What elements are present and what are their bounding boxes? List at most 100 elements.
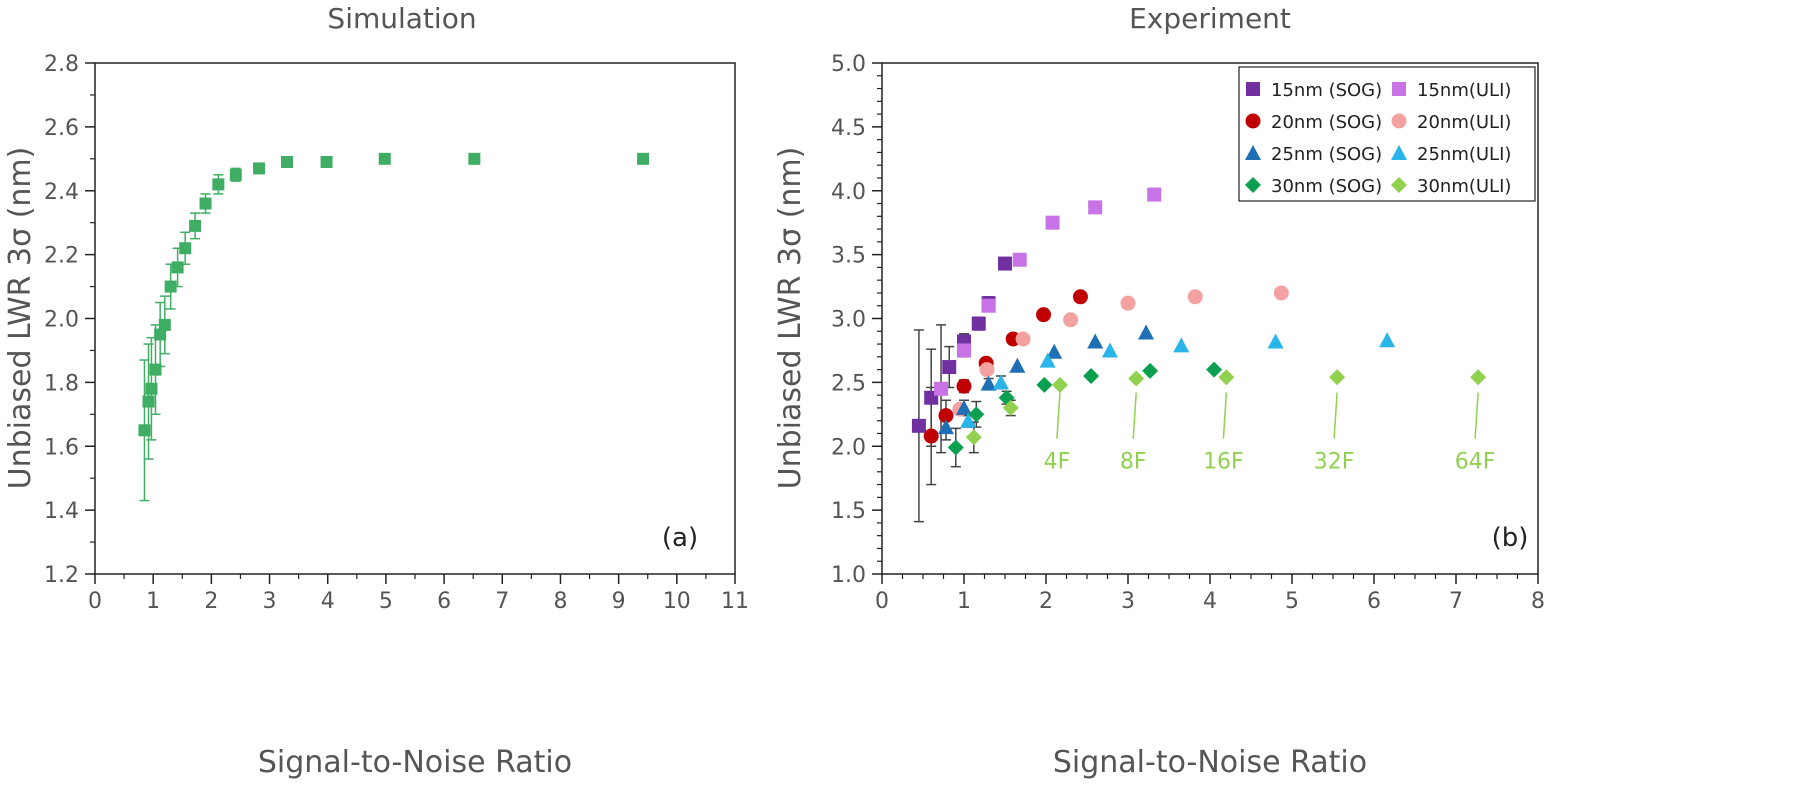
point-series-0-9 [189, 219, 202, 232]
x-tick-label-1-4: 4 [1203, 589, 1217, 614]
point-25nm-sog-0 [937, 419, 954, 435]
x-tick-label-0-3: 3 [263, 589, 277, 614]
point-25nm-uli-2 [1039, 352, 1056, 368]
y-tick-label-1-0: 1.0 [831, 563, 866, 588]
legend-marker-20nm-sog [1245, 113, 1261, 129]
point-series-0-2 [145, 382, 158, 395]
x-tick-label-1-2: 2 [1039, 589, 1053, 614]
point-20nm-uli-3 [1063, 312, 1079, 328]
panel-a-ylabel: Unbiased LWR 3σ (nm) [3, 147, 38, 490]
point-25nm-sog-5 [1087, 333, 1104, 349]
x-tick-label-0-4: 4 [321, 589, 335, 614]
point-series-0-13 [253, 162, 266, 175]
point-15nm-uli-2 [981, 298, 996, 313]
point-30nm-sog-6 [1206, 361, 1223, 378]
annotation-label-8f: 8F [1120, 450, 1147, 475]
point-30nm-uli-3 [1128, 370, 1145, 387]
y-tick-label-0-2: 1.6 [44, 435, 79, 460]
panel-0-axes: 0 1 2 3 4 5 6 7 8 9 10 11 1.2 1.4 1.6 1.8 2.0 2.2 2.4 2.6 2.… [44, 52, 749, 614]
panel-a-simulation: Simulation Unbiased LWR 3σ (nm) Signal-t… [3, 2, 749, 780]
point-25nm-sog-1 [956, 399, 972, 415]
x-tick-label-0-10: 10 [663, 589, 691, 614]
annotation-label-16f: 16F [1203, 450, 1244, 475]
panel-1-annotations: 4F 8F 16F 32F 64F [1044, 392, 1495, 475]
x-tick-label-0-5: 5 [379, 589, 393, 614]
x-tick-label-0-6: 6 [437, 589, 451, 614]
point-15nm-uli-5 [1088, 200, 1103, 215]
point-series-0-0 [138, 424, 151, 437]
panel-a-label: (a) [662, 523, 698, 553]
y-tick-label-0-3: 1.8 [44, 371, 79, 396]
y-tick-label-0-8: 2.8 [44, 52, 79, 77]
y-tick-label-1-1: 1.5 [831, 499, 866, 524]
point-20nm-sog-6 [1072, 289, 1088, 305]
point-25nm-uli-3 [1101, 342, 1118, 358]
point-30nm-sog-4 [1083, 367, 1100, 384]
point-series-0-6 [164, 280, 177, 293]
panel-a-xlabel: Signal-to-Noise Ratio [258, 745, 572, 780]
x-tick-label-0-1: 1 [146, 589, 160, 614]
point-series-0-8 [179, 242, 192, 255]
point-20nm-sog-2 [956, 378, 972, 394]
panel-0-markers [138, 152, 650, 437]
y-tick-label-0-1: 1.4 [44, 499, 79, 524]
legend-label-15nm-uli: 15nm(ULI) [1417, 80, 1511, 101]
y-tick-label-0-4: 2.0 [44, 308, 79, 333]
point-series-0-10 [199, 197, 212, 210]
x-tick-label-0-2: 2 [204, 589, 218, 614]
point-15nm-uli-6 [1147, 187, 1162, 202]
point-15nm-sog-0 [911, 418, 926, 433]
point-series-0-5 [158, 318, 171, 331]
panel-b-experiment: Experiment Unbiased LWR 3σ (nm) Signal-t… [773, 2, 1545, 780]
point-25nm-uli-0 [960, 412, 977, 428]
legend-label-20nm-uli: 20nm(ULI) [1417, 112, 1511, 133]
point-25nm-sog-4 [1046, 343, 1063, 359]
x-tick-label-0-11: 11 [721, 589, 749, 614]
annotation-label-32f: 32F [1314, 450, 1355, 475]
point-15nm-uli-1 [957, 343, 971, 358]
annotation-line-8f [1132, 392, 1137, 439]
y-tick-label-1-3: 2.5 [831, 371, 866, 396]
point-series-0-18 [637, 152, 650, 165]
point-series-0-7 [171, 261, 184, 274]
point-15nm-uli-4 [1045, 215, 1060, 230]
annotation-label-4f: 4F [1044, 450, 1071, 475]
legend-label-20nm-sog: 20nm (SOG) [1271, 112, 1382, 133]
x-tick-label-0-7: 7 [495, 589, 509, 614]
annotation-line-4f [1056, 392, 1061, 439]
y-tick-label-1-4: 3.0 [831, 308, 866, 333]
point-series-0-17 [468, 152, 481, 165]
point-30nm-uli-4 [1218, 369, 1235, 386]
legend-label-30nm-sog: 30nm (SOG) [1271, 176, 1382, 197]
x-tick-label-1-6: 6 [1367, 589, 1381, 614]
point-30nm-uli-0 [965, 429, 982, 446]
legend-marker-15nm-uli [1392, 82, 1406, 96]
point-20nm-sog-0 [923, 428, 939, 444]
legend-label-25nm-uli: 25nm(ULI) [1417, 144, 1511, 165]
y-tick-label-0-0: 1.2 [44, 563, 79, 588]
point-25nm-uli-1 [992, 374, 1009, 390]
point-15nm-uli-3 [1012, 252, 1027, 267]
point-series-0-11 [212, 178, 225, 191]
point-30nm-uli-1 [1002, 399, 1019, 416]
legend-marker-25nm-sog [1245, 145, 1261, 160]
x-tick-label-1-3: 3 [1121, 589, 1135, 614]
point-20nm-sog-5 [1036, 307, 1052, 323]
panel-a-title: Simulation [327, 2, 476, 35]
point-series-0-12 [229, 168, 242, 181]
legend-marker-20nm-uli [1391, 113, 1407, 129]
legend-box [1238, 66, 1536, 202]
panel-b-label: (b) [1492, 523, 1529, 553]
point-15nm-sog-4 [971, 316, 986, 331]
point-20nm-uli-6 [1273, 285, 1289, 301]
y-tick-label-0-5: 2.2 [44, 244, 79, 269]
y-tick-label-1-5: 3.5 [831, 244, 866, 269]
x-tick-label-1-1: 1 [957, 589, 971, 614]
annotation-line-16f [1222, 392, 1228, 439]
point-30nm-sog-0 [947, 439, 964, 456]
x-tick-label-0-9: 9 [612, 589, 626, 614]
point-30nm-uli-6 [1470, 369, 1487, 386]
panel-1-markers [911, 187, 1487, 456]
point-30nm-sog-5 [1142, 362, 1159, 379]
